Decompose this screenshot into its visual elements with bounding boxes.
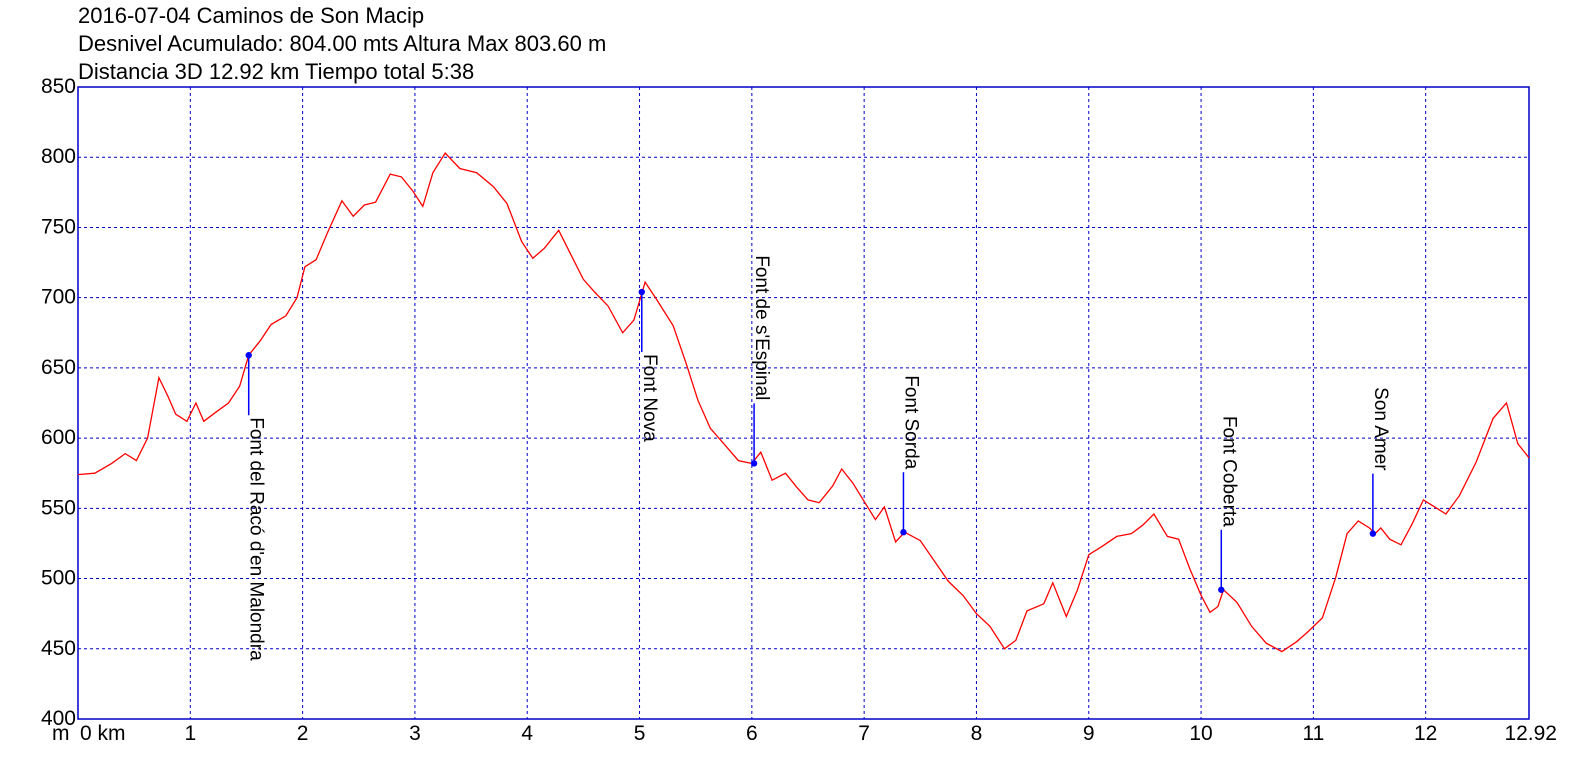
waypoint-dot [900, 529, 907, 536]
waypoint-dot [1218, 586, 1225, 593]
x-tick-label: 11 [1302, 722, 1324, 745]
grid [78, 87, 1529, 719]
waypoint-label: Font del Racó d'en Malondra [246, 417, 267, 661]
waypoint-label: Font de s'Espinal [751, 255, 772, 400]
y-tick-label: 800 [41, 145, 76, 168]
y-tick-label: 700 [41, 286, 76, 309]
x-tick-label: 12 [1414, 722, 1437, 745]
y-tick-label: 850 [41, 75, 76, 98]
y-tick-label: 400 [41, 707, 76, 730]
y-tick-label: 500 [41, 567, 76, 590]
waypoint-marker: Son Amer [1369, 387, 1391, 537]
chart-subtitle-distance: Distancia 3D 12.92 km Tiempo total 5:38 [78, 59, 475, 84]
waypoint-marker: Font Sorda [900, 375, 921, 536]
y-axis-unit: m [52, 722, 70, 745]
x-tick-label: 6 [746, 722, 758, 745]
x-tick-label: 5 [634, 722, 646, 745]
waypoint-label: Son Amer [1370, 387, 1391, 471]
y-tick-label: 550 [41, 496, 76, 519]
x-tick-label: 7 [858, 722, 870, 745]
y-tick-label: 650 [41, 356, 76, 379]
chart-subtitle-elevation: Desnivel Acumulado: 804.00 mts Altura Ma… [78, 31, 607, 56]
chart-title-block: 2016-07-04 Caminos de Son Macip Desnivel… [78, 2, 606, 86]
x-tick-label: 3 [409, 722, 421, 745]
elevation-profile-line [77, 151, 1530, 653]
waypoint-marker: Font de s'Espinal [750, 255, 772, 467]
x-tick-label: 4 [521, 722, 533, 745]
waypoint-dot [638, 288, 645, 296]
waypoint-marker: Font Coberta [1218, 416, 1239, 593]
y-tick-label: 450 [41, 637, 76, 660]
x-tick-label: 2 [297, 722, 309, 745]
waypoint-label: Font Nova [639, 354, 660, 442]
waypoint-dot [750, 460, 758, 467]
x-tick-label: 0 km [80, 722, 126, 745]
waypoint-dot [245, 352, 252, 359]
waypoint-marker: Font Nova [638, 288, 660, 442]
waypoints: Font del Racó d'en Malondra Font Nova Font… [245, 255, 1391, 661]
y-axis-ticks: 400 450 500 550 600 650 700 750 800 850 [41, 75, 76, 730]
y-tick-label: 600 [41, 426, 76, 449]
y-tick-label: 750 [41, 215, 76, 238]
x-tick-label: 8 [971, 722, 983, 745]
waypoint-dot [1369, 530, 1377, 537]
waypoint-label: Font Sorda [900, 375, 921, 469]
x-tick-label: 10 [1189, 722, 1212, 745]
x-axis-ticks: 0 km 1 2 3 4 5 6 7 8 9 10 11 12 12.92 [80, 722, 1557, 745]
x-tick-label: 12.92 [1504, 722, 1557, 745]
chart-title: 2016-07-04 Caminos de Son Macip [78, 3, 425, 28]
plot-frame [77, 86, 1530, 720]
waypoint-marker: Font del Racó d'en Malondra [245, 352, 267, 661]
x-tick-label: 1 [184, 722, 196, 745]
waypoint-label: Font Coberta [1218, 416, 1239, 527]
x-tick-label: 9 [1083, 722, 1095, 745]
